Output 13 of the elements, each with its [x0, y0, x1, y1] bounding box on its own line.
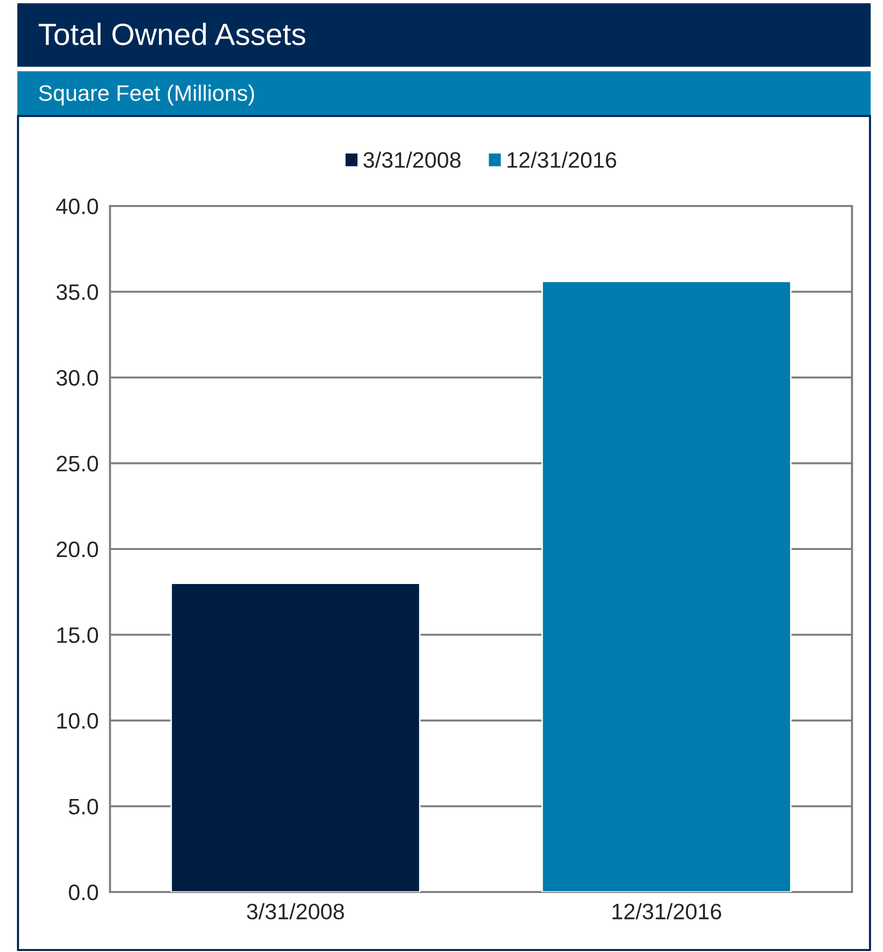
chart-title: Total Owned Assets	[38, 22, 306, 46]
legend-label: 3/31/2008	[363, 152, 461, 168]
y-tick-label: 5.0	[68, 798, 98, 815]
chart-subtitle: Square Feet (Millions)	[39, 84, 254, 106]
y-tick-label: 25.0	[56, 456, 98, 472]
legend-label: 12/31/2016	[508, 152, 616, 168]
y-tick-label: 40.0	[56, 198, 98, 214]
y-tick-label: 35.0	[56, 284, 98, 300]
y-tick-label: 0.0	[68, 884, 98, 900]
y-tick-label: 30.0	[56, 370, 98, 386]
y-tick-label: 15.0	[57, 627, 98, 644]
y-tick-label: 10.0	[57, 713, 98, 729]
y-tick-label: 20.0	[56, 542, 98, 558]
